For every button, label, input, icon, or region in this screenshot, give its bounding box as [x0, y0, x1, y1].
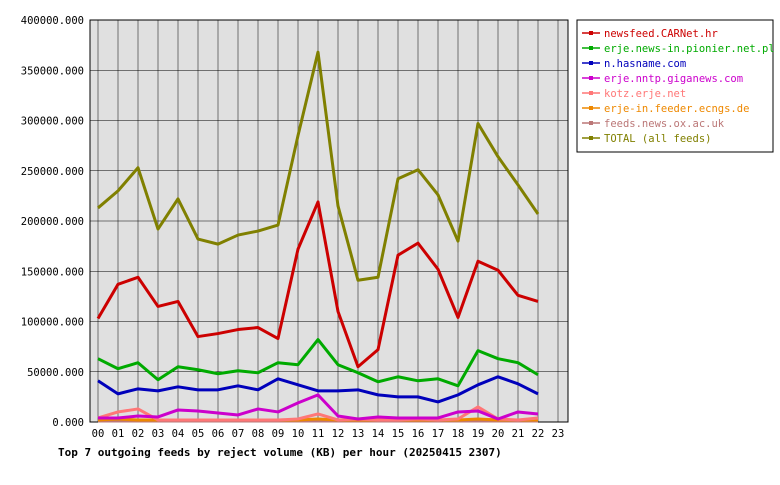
y-tick-label: 250000.000 — [21, 166, 84, 178]
x-tick-label: 03 — [152, 428, 165, 440]
x-tick-label: 07 — [232, 428, 245, 440]
legend-label: kotz.erje.net — [604, 88, 686, 100]
series-line-0 — [96, 200, 539, 369]
x-tick-label: 15 — [392, 428, 405, 440]
x-tick-label: 01 — [112, 428, 125, 440]
legend-label: feeds.news.ox.ac.uk — [604, 118, 725, 130]
x-axis-label: Top 7 outgoing feeds by reject volume (K… — [58, 446, 502, 459]
legend-marker — [589, 46, 593, 50]
x-tick-label: 19 — [472, 428, 485, 440]
legend-marker — [589, 136, 593, 140]
legend-label: newsfeed.CARNet.hr — [604, 28, 718, 40]
y-tick-label: 50000.000 — [27, 367, 84, 379]
x-tick-label: 02 — [132, 428, 145, 440]
y-tick-label: 0.000 — [52, 417, 84, 429]
series-line-2 — [97, 375, 539, 404]
legend-marker — [589, 76, 593, 80]
legend-marker — [589, 106, 593, 110]
legend-label: erje-in.feeder.ecngs.de — [604, 103, 749, 115]
legend-label: erje.news-in.pionier.net.pl — [604, 43, 775, 55]
series-line-7 — [97, 50, 540, 282]
x-tick-label: 08 — [252, 428, 265, 440]
x-tick-label: 12 — [332, 428, 345, 440]
y-tick-labels: 0.000 50000.000 100000.000 150000.000 200000… — [21, 15, 84, 429]
x-tick-label: 21 — [512, 428, 525, 440]
series-lines — [96, 50, 540, 423]
x-tick-label: 05 — [192, 428, 205, 440]
x-tick-label: 22 — [532, 428, 545, 440]
x-tick-label: 10 — [292, 428, 305, 440]
x-tick-label: 04 — [172, 428, 185, 440]
legend-label: n.hasname.com — [604, 58, 686, 70]
legend-label: erje.nntp.giganews.com — [604, 73, 743, 85]
x-tick-label: 17 — [432, 428, 445, 440]
x-tick-label: 09 — [272, 428, 285, 440]
x-tick-label: 06 — [212, 428, 225, 440]
legend-marker — [589, 91, 593, 95]
legend-label: TOTAL (all feeds) — [604, 133, 711, 145]
x-tick-label: 11 — [312, 428, 325, 440]
y-tick-label: 200000.000 — [21, 216, 84, 228]
series-line-4 — [97, 405, 539, 422]
y-tick-label: 350000.000 — [21, 65, 84, 77]
legend-marker — [589, 121, 593, 125]
series-line-1 — [97, 338, 539, 388]
x-tick-labels: 00 01 02 03 04 05 06 07 08 09 10 11 12 13 14 15 16 17 18 19… — [92, 428, 565, 440]
legend-box — [576, 19, 774, 153]
y-tick-label: 100000.000 — [21, 317, 84, 329]
y-tick-label: 150000.000 — [21, 266, 84, 278]
y-tick-label: 400000.000 — [21, 15, 84, 27]
x-tick-label: 14 — [372, 428, 385, 440]
series-line-3 — [98, 393, 539, 421]
x-tick-label: 23 — [552, 428, 565, 440]
x-tick-label: 13 — [352, 428, 365, 440]
x-tick-label: 20 — [492, 428, 505, 440]
legend-marker — [589, 61, 593, 65]
x-tick-label: 18 — [452, 428, 465, 440]
x-tick-label: 16 — [412, 428, 425, 440]
y-tick-label: 300000.000 — [21, 116, 84, 128]
legend: newsfeed.CARNet.hr erje.news-in.pionier.n… — [582, 28, 775, 145]
legend-marker — [589, 31, 593, 35]
x-tick-label: 00 — [92, 428, 105, 440]
